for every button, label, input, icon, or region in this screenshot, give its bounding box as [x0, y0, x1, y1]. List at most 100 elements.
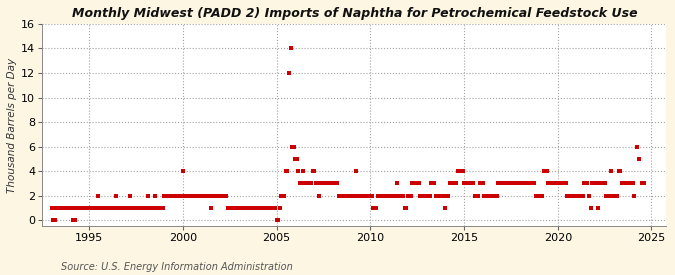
- Point: [470, 194, 481, 198]
- Point: [274, 206, 285, 210]
- Point: [629, 194, 640, 198]
- Point: [495, 181, 506, 186]
- Point: [190, 194, 200, 198]
- Point: [60, 206, 71, 210]
- Point: [103, 206, 113, 210]
- Point: [168, 194, 179, 198]
- Point: [223, 206, 234, 210]
- Point: [121, 206, 132, 210]
- Point: [501, 181, 512, 186]
- Point: [307, 169, 318, 173]
- Point: [293, 169, 304, 173]
- Point: [565, 194, 576, 198]
- Point: [610, 194, 621, 198]
- Point: [234, 206, 244, 210]
- Point: [406, 194, 416, 198]
- Point: [392, 181, 402, 186]
- Point: [324, 181, 335, 186]
- Point: [524, 181, 535, 186]
- Point: [101, 206, 111, 210]
- Point: [468, 181, 479, 186]
- Point: [192, 194, 202, 198]
- Point: [615, 169, 626, 173]
- Point: [497, 181, 508, 186]
- Point: [443, 194, 454, 198]
- Point: [457, 169, 468, 173]
- Point: [618, 181, 629, 186]
- Point: [92, 206, 103, 210]
- Point: [90, 206, 101, 210]
- Point: [149, 194, 160, 198]
- Point: [356, 194, 367, 198]
- Point: [552, 181, 563, 186]
- Point: [360, 194, 371, 198]
- Point: [562, 194, 572, 198]
- Point: [65, 206, 76, 210]
- Point: [526, 181, 537, 186]
- Point: [624, 181, 635, 186]
- Point: [574, 194, 585, 198]
- Point: [593, 206, 604, 210]
- Point: [382, 194, 393, 198]
- Point: [201, 194, 212, 198]
- Point: [346, 194, 357, 198]
- Point: [639, 181, 649, 186]
- Point: [541, 169, 552, 173]
- Point: [570, 194, 580, 198]
- Point: [616, 181, 627, 186]
- Point: [350, 194, 360, 198]
- Point: [302, 181, 313, 186]
- Point: [507, 181, 518, 186]
- Point: [178, 169, 188, 173]
- Point: [59, 206, 70, 210]
- Point: [134, 206, 144, 210]
- Point: [418, 194, 429, 198]
- Point: [299, 181, 310, 186]
- Point: [261, 206, 271, 210]
- Point: [312, 181, 323, 186]
- Point: [219, 194, 230, 198]
- Point: [591, 181, 602, 186]
- Point: [286, 46, 296, 51]
- Point: [451, 181, 462, 186]
- Point: [246, 206, 257, 210]
- Point: [546, 181, 557, 186]
- Point: [240, 206, 250, 210]
- Point: [576, 194, 587, 198]
- Point: [580, 181, 591, 186]
- Point: [429, 181, 440, 186]
- Point: [587, 181, 597, 186]
- Point: [387, 194, 398, 198]
- Point: [389, 194, 400, 198]
- Point: [376, 194, 387, 198]
- Point: [87, 206, 98, 210]
- Point: [109, 206, 119, 210]
- Point: [153, 206, 163, 210]
- Point: [138, 206, 149, 210]
- Point: [368, 206, 379, 210]
- Point: [377, 194, 388, 198]
- Point: [49, 218, 60, 222]
- Point: [232, 206, 243, 210]
- Point: [342, 194, 352, 198]
- Point: [146, 206, 157, 210]
- Point: [445, 181, 456, 186]
- Point: [343, 194, 354, 198]
- Point: [230, 206, 241, 210]
- Point: [450, 181, 460, 186]
- Point: [462, 181, 472, 186]
- Point: [483, 194, 494, 198]
- Point: [412, 181, 423, 186]
- Point: [76, 206, 86, 210]
- Point: [540, 169, 551, 173]
- Point: [268, 206, 279, 210]
- Point: [465, 181, 476, 186]
- Point: [304, 181, 315, 186]
- Point: [265, 206, 276, 210]
- Point: [410, 181, 421, 186]
- Point: [466, 181, 477, 186]
- Point: [171, 194, 182, 198]
- Point: [522, 181, 533, 186]
- Point: [571, 194, 582, 198]
- Point: [294, 181, 305, 186]
